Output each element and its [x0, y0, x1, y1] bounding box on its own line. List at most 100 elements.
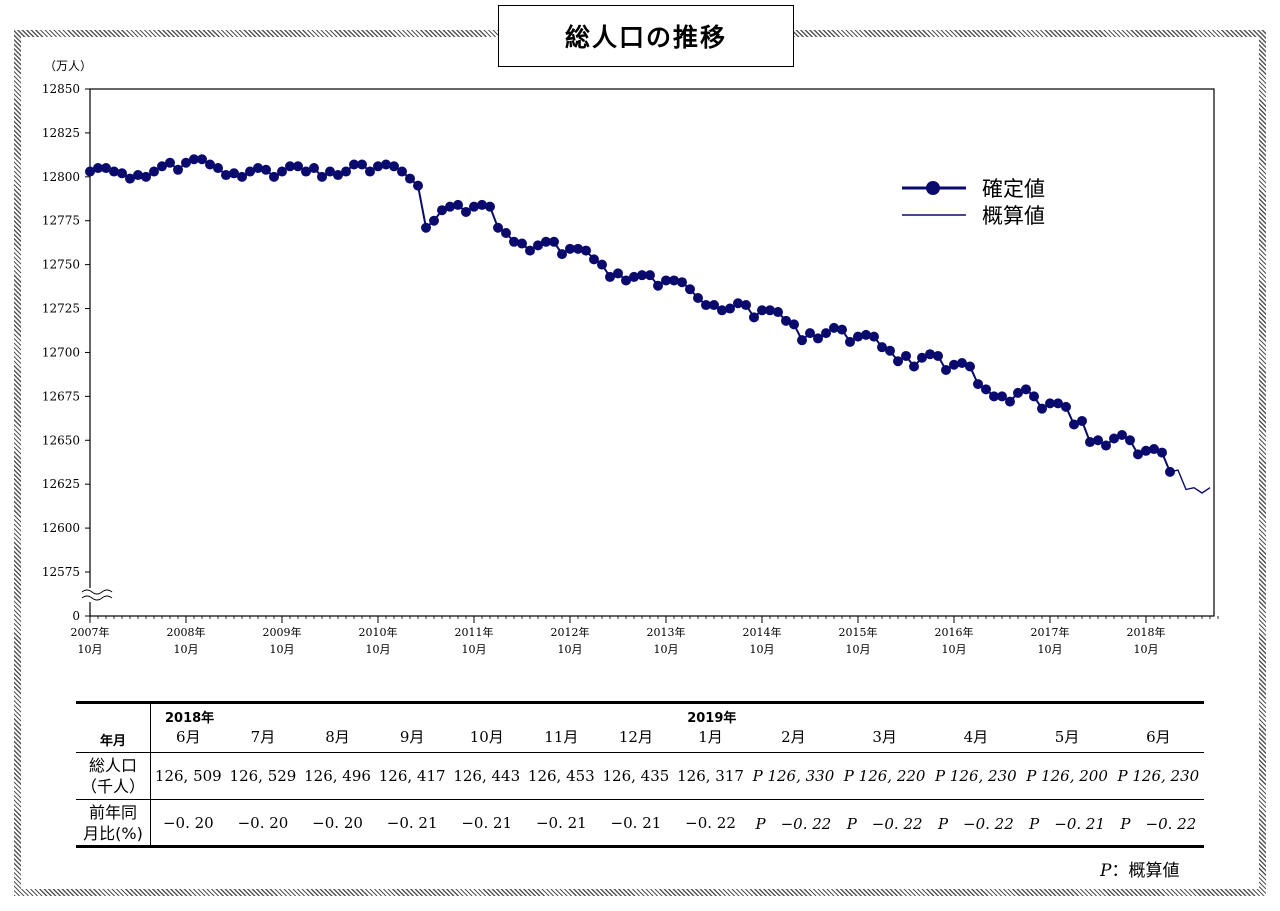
data-point [757, 305, 767, 316]
table-month-header: 4月 [963, 728, 989, 746]
x-tick-label-year: 2008年 [167, 625, 206, 639]
data-point [661, 275, 671, 286]
data-point [981, 384, 991, 395]
series-line-provisional [1169, 469, 1211, 494]
yoy-cell: −0. 21 [535, 814, 587, 832]
data-point [925, 349, 935, 360]
data-point [125, 173, 135, 184]
data-point [549, 236, 559, 247]
data-point [829, 322, 839, 333]
data-point [693, 293, 703, 304]
data-point [877, 342, 887, 353]
yoy-cell: −0. 20 [162, 814, 214, 832]
table-year-row: 年月 2018年 2019年 [76, 702, 1204, 753]
data-point [1125, 435, 1135, 446]
data-point [1037, 403, 1047, 414]
data-point [765, 305, 775, 316]
y-tick-label: 12700 [42, 345, 80, 359]
population-cell: 126, 529 [225, 752, 301, 800]
legend-label: 確定値 [982, 177, 1045, 201]
table-month-header: 1月 [698, 728, 723, 746]
axis-break-wave [81, 595, 113, 601]
data-point [157, 161, 167, 172]
data-point [117, 168, 127, 179]
data-point [717, 305, 727, 316]
data-point [1005, 396, 1015, 407]
table-month-header: 6月 [1146, 728, 1171, 746]
data-point [461, 206, 471, 217]
yoy-cell: −0. 20 [237, 814, 289, 832]
table-population-row: 総人口 （千人） 126, 509 126, 529 126, 496 126, 41… [76, 752, 1204, 800]
data-point [965, 361, 975, 372]
yoy-cell: −0. 22 [685, 814, 736, 832]
data-point [237, 171, 247, 182]
table-month-header: 3月 [872, 728, 897, 746]
data-point [493, 222, 503, 233]
data-point [1133, 449, 1143, 460]
data-point [653, 280, 663, 291]
table-year-label: 2019年 [687, 711, 737, 726]
data-point [573, 243, 583, 254]
x-tick-label-year: 2012年 [551, 625, 590, 639]
yoy-cell: −0. 21 [386, 814, 438, 832]
x-tick-label-month: 10月 [846, 643, 871, 656]
data-point [453, 199, 463, 210]
x-tick-label-year: 2010年 [359, 625, 398, 639]
yoy-label-line2: 月比(%) [83, 824, 143, 843]
yoy-cell: −0. 21 [610, 814, 662, 832]
data-point [229, 168, 239, 179]
data-point [333, 170, 343, 181]
data-point [1077, 415, 1087, 426]
data-point [245, 166, 255, 177]
data-point [1149, 444, 1159, 455]
data-point [261, 164, 271, 175]
data-point [253, 163, 263, 174]
yoy-cell: P −0. 22 [937, 814, 1014, 833]
footnote-text: ：概算値 [1111, 861, 1180, 881]
x-tick-label-month: 10月 [78, 643, 103, 656]
y-tick-label: 12750 [42, 258, 80, 272]
x-tick-label-year: 2016年 [935, 625, 974, 639]
data-point [173, 164, 183, 175]
data-point [949, 359, 959, 370]
data-point [997, 391, 1007, 402]
population-cell: 126, 435 [598, 752, 674, 800]
y-tick-label: 12650 [42, 433, 80, 447]
data-point [901, 350, 911, 361]
footnote: P：概算値 [1100, 856, 1179, 881]
data-point [285, 161, 295, 172]
data-point [973, 379, 983, 390]
x-tick-label-year: 2007年 [71, 625, 110, 639]
population-label-line2: （千人） [80, 777, 145, 796]
table-month-header: 2月 [781, 728, 806, 746]
legend-marker [926, 181, 940, 195]
table-bottom-rule [76, 845, 1204, 848]
y-tick-label: 12600 [42, 521, 80, 535]
data-point [725, 303, 735, 314]
data-point [885, 345, 895, 356]
data-point [293, 161, 303, 172]
axis-break-wave [81, 589, 113, 595]
x-tick-label-month: 10月 [270, 643, 295, 656]
y-tick-label: 12775 [42, 214, 80, 228]
data-point [525, 245, 535, 256]
data-point [141, 171, 151, 182]
data-point [749, 312, 759, 323]
y-tick-label: 12725 [42, 302, 80, 316]
data-point [1085, 437, 1095, 448]
data-point [109, 166, 119, 177]
data-point [477, 199, 487, 210]
data-point [1093, 435, 1103, 446]
data-point [421, 222, 431, 233]
x-tick-label-month: 10月 [462, 643, 487, 656]
x-tick-label-month: 10月 [942, 643, 967, 656]
x-tick-label-month: 10月 [654, 643, 679, 656]
data-point [1045, 398, 1055, 409]
y-tick-label: 12625 [42, 477, 80, 491]
data-point [93, 163, 103, 174]
x-tick-label-year: 2011年 [455, 625, 494, 639]
x-tick-label-month: 10月 [1134, 643, 1159, 656]
data-point [269, 171, 279, 182]
data-point [1061, 401, 1071, 412]
population-cell: 126, 496 [300, 752, 375, 800]
